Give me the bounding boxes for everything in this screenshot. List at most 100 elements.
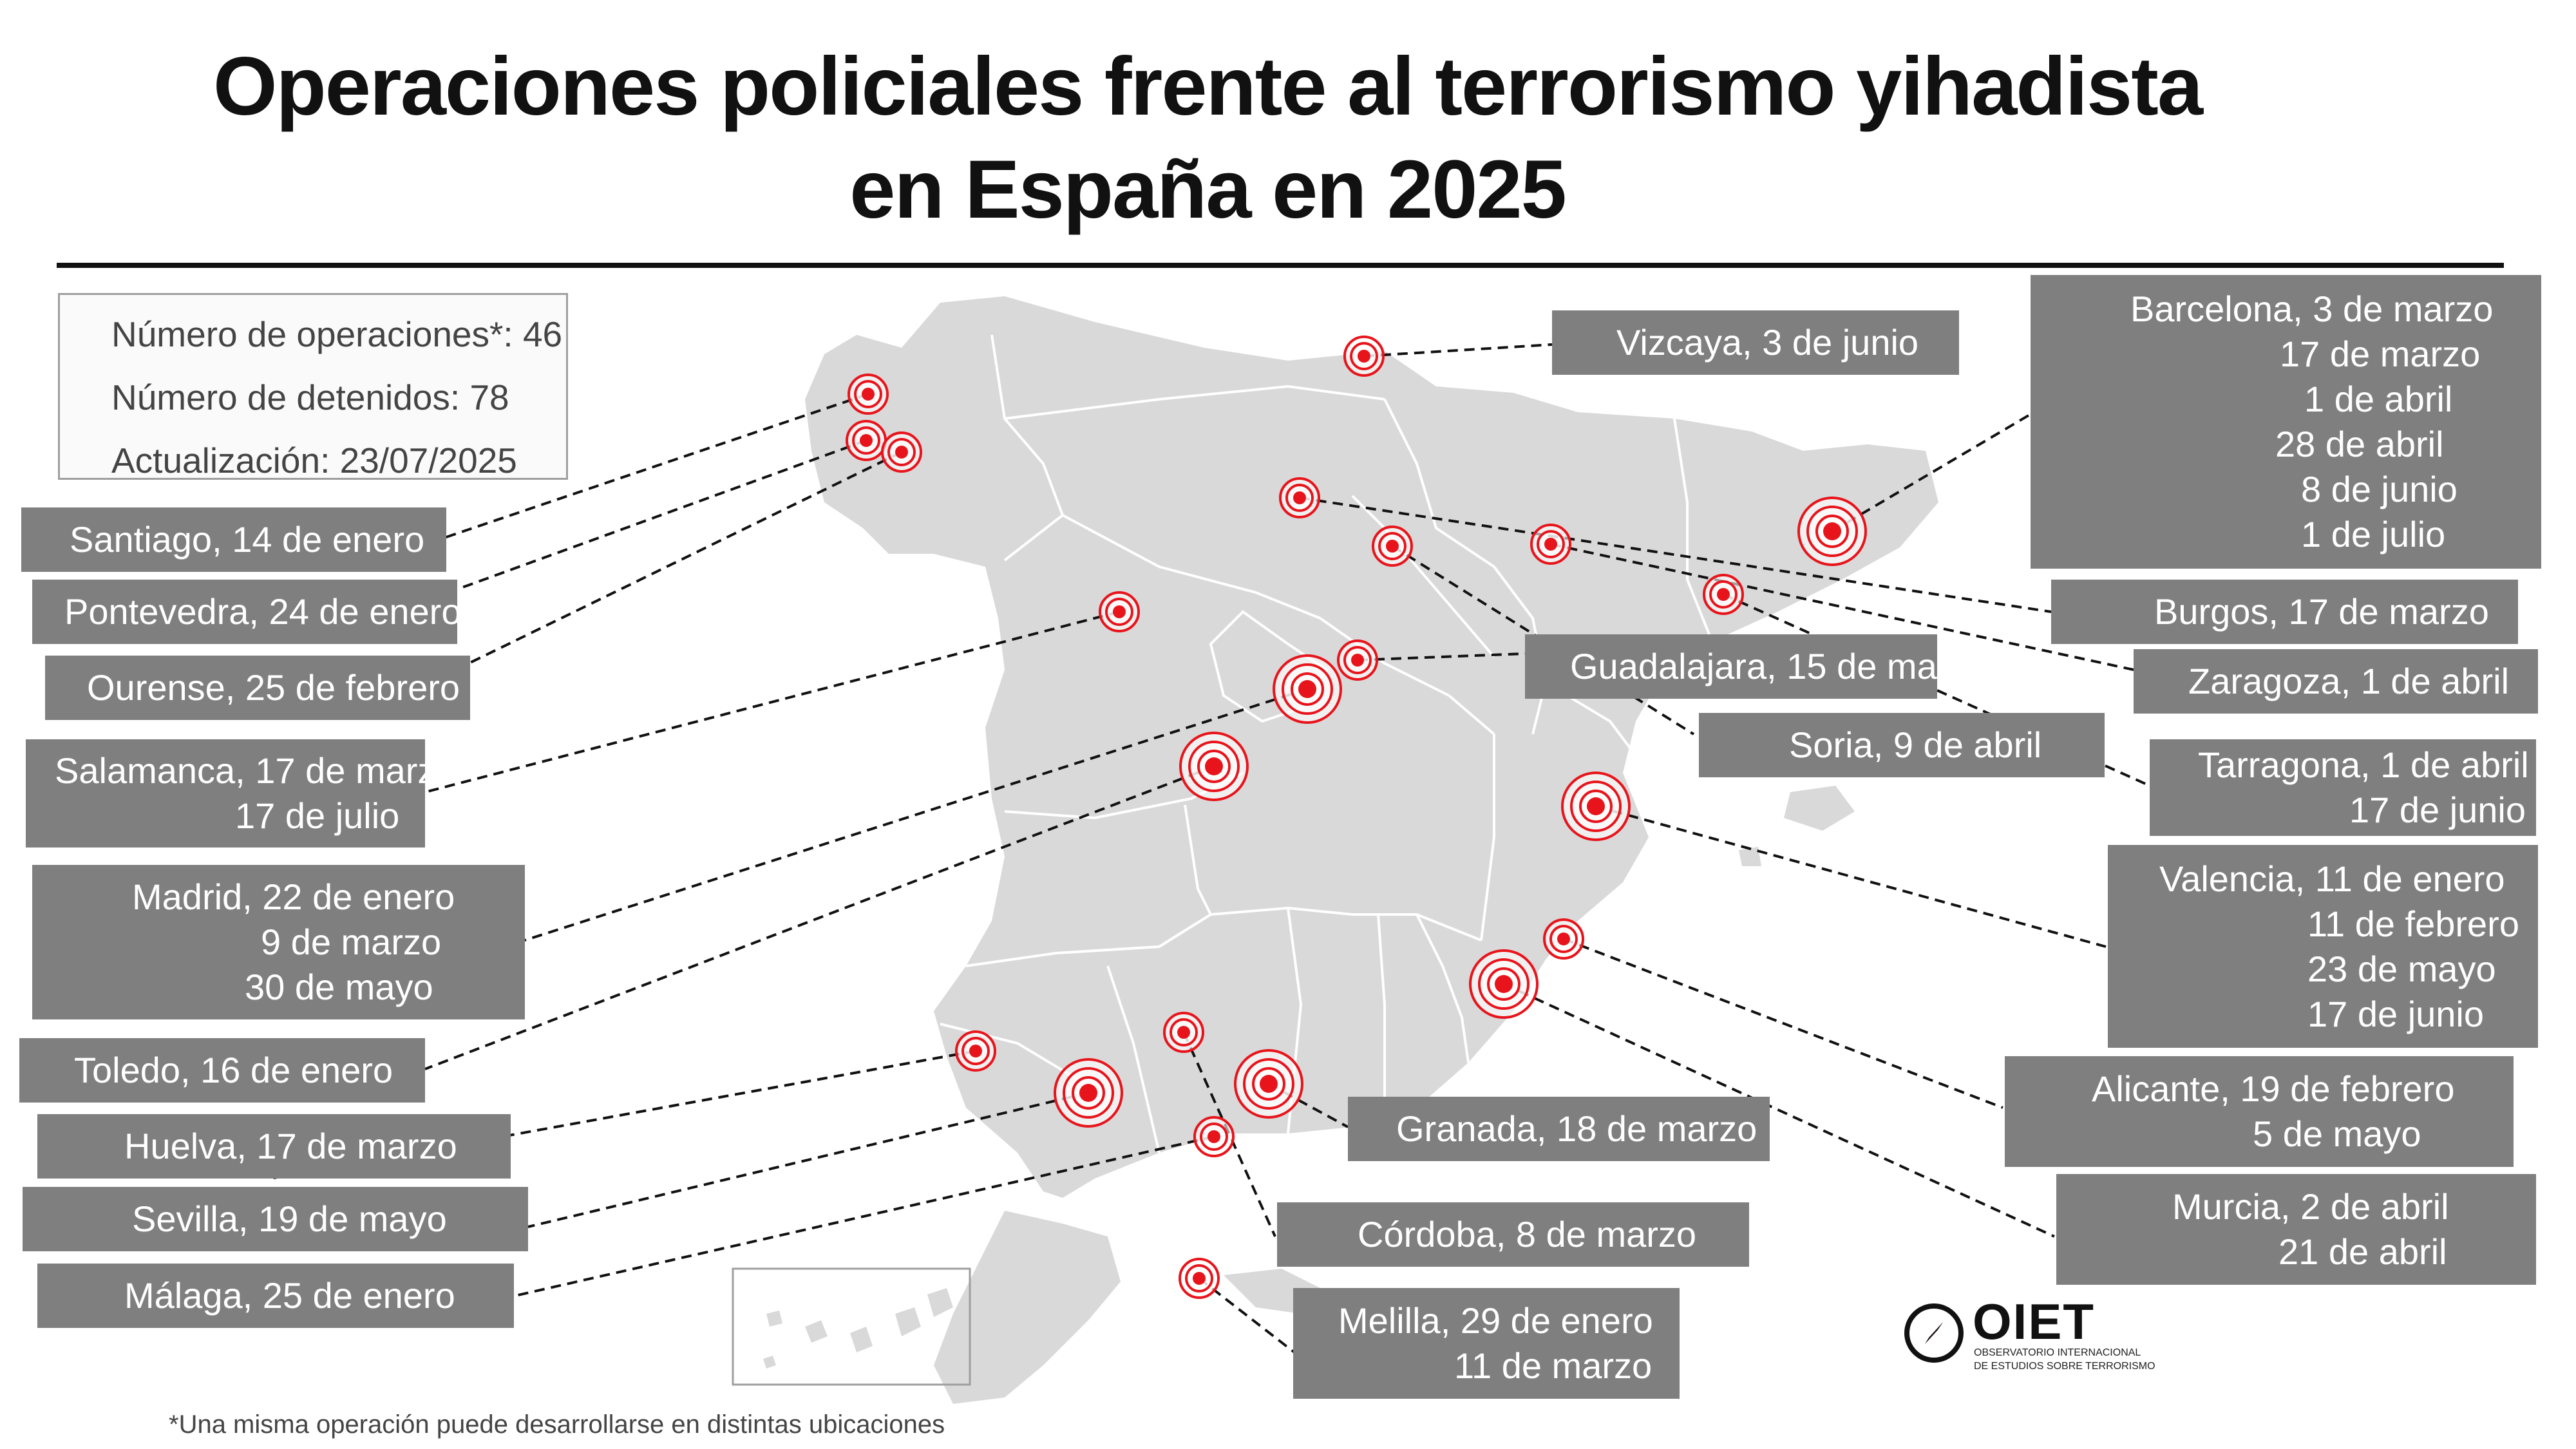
santiago-leader-line [444,393,869,539]
tarragona-label-line: Tarragona, 1 de abril [2198,744,2529,785]
sevilla-marker [1054,1058,1123,1128]
granada-label: Granada, 18 de marzo [1348,1097,1770,1161]
barcelona-leader-line [1831,414,2030,533]
madrid-label-line: 9 de marzo [261,922,442,962]
alicante-marker [1543,918,1584,960]
murcia-label: Murcia, 2 de abril 21 de abril [2056,1174,2536,1285]
sevilla-label-line: Sevilla, 19 de mayo [132,1198,447,1239]
melilla-label: Melilla, 29 de enero 11 de marzo [1293,1288,1680,1399]
burgos-label-line: Burgos, 17 de marzo [2154,591,2489,632]
guadalajara-label: Guadalajara, 15 de mayo [1525,634,1975,699]
valencia-leader-line [1595,805,2107,948]
footnote: *Una misma operación puede desarrollarse… [169,1410,945,1439]
huelva-label-line: Huelva, 17 de marzo [124,1126,457,1166]
operations-count: Número de operaciones*: 46 [111,314,563,354]
pontevedra-leader-line [457,439,867,591]
guadalajara-label-line: Guadalajara, 15 de mayo [1570,646,1975,687]
zaragoza-label-line: Zaragoza, 1 de abril [2188,661,2510,701]
malaga-label-line: Málaga, 25 de enero [124,1275,455,1316]
zaragoza-label: Zaragoza, 1 de abril [2134,649,2538,714]
melilla-label-line: 11 de marzo [1454,1345,1653,1386]
madrid-label: Madrid, 22 de enero 9 de marzo 30 de mayo [32,865,525,1019]
cordoba-label: Córdoba, 8 de marzo [1277,1202,1749,1267]
ourense-leader-line [468,451,902,665]
melilla-label-line: Melilla, 29 de enero [1338,1300,1653,1341]
huelva-marker [955,1030,996,1072]
alicante-label: Alicante, 19 de febrero 5 de mayo [2005,1056,2514,1167]
malaga-leader-line [515,1135,1215,1297]
soria-label: Soria, 9 de abril [1699,713,2105,777]
vizcaya-leader-line [1363,343,1553,357]
alicante-leader-line [1563,938,2003,1109]
tarragona-label-line: 17 de junio [2349,790,2526,830]
huelva-leader-line [270,1050,976,1180]
murcia-marker [1469,949,1539,1019]
valencia-label-line: Valencia, 11 de enero [2159,858,2505,899]
title-divider [57,263,2504,268]
valencia-marker [1561,772,1631,841]
oiet-logo: OIET OBSERVATORIO INTERNACIONAL DE ESTUD… [1903,1293,2161,1375]
guadalajara-marker [1337,639,1378,681]
sevilla-label: Sevilla, 19 de mayo [23,1187,528,1251]
valencia-label: Valencia, 11 de enero 11 de febrero 23 de … [2108,845,2538,1048]
cordoba-leader-line [1182,1032,1276,1237]
granada-label-line: Granada, 18 de marzo [1396,1108,1757,1149]
malaga-marker [1193,1116,1235,1157]
barcelona-label-line: Barcelona, 3 de marzo [2130,289,2494,329]
stats-box: Número de operaciones*: 46 Número de det… [58,293,568,480]
ourense-label: Ourense, 25 de febrero [45,656,470,720]
cordoba-marker [1163,1012,1204,1053]
page-title: Operaciones policiales frente al terrori… [0,35,2415,242]
logo-subtitle-2: DE ESTUDIOS SOBRE TERRORISMO [1974,1361,2155,1372]
soria-label-line: Soria, 9 de abril [1789,724,2042,765]
murcia-label-line: 21 de abril [2278,1231,2447,1272]
melilla-marker [1179,1258,1220,1299]
santiago-marker [848,374,889,415]
update-date: Actualización: 23/07/2025 [111,440,517,480]
pontevedra-label: Pontevedra, 24 de enero [32,580,462,644]
canary-islands-inset [732,1267,971,1386]
murcia-leader-line [1503,983,2055,1238]
toledo-marker [1179,732,1249,801]
pontevedra-label-line: Pontevedra, 24 de enero [64,591,462,632]
title-line-1: Operaciones policiales frente al terrori… [213,41,2203,133]
toledo-leader-line [424,765,1215,1070]
zaragoza-marker [1530,524,1571,565]
barcelona-label: Barcelona, 3 de marzo 17 de marzo 1 de abr… [2031,275,2541,569]
granada-marker [1234,1049,1303,1119]
soria-marker [1372,526,1413,567]
huelva-label: Huelva, 17 de marzo [37,1114,511,1179]
title-line-2: en España en 2025 [849,144,1567,236]
alicante-label-line: Alicante, 19 de febrero [2092,1068,2455,1109]
tarragona-marker [1703,574,1744,615]
salamanca-marker [1099,591,1140,632]
valencia-label-line: 11 de febrero [2307,903,2519,944]
leader-lines [270,343,2150,1354]
cordoba-label-line: Córdoba, 8 de marzo [1358,1214,1697,1255]
barcelona-label-line: 8 de junio [2301,469,2458,509]
pontevedra-marker [846,420,887,461]
burgos-label: Burgos, 17 de marzo [2051,580,2518,644]
madrid-label-line: Madrid, 22 de enero [132,876,455,917]
valencia-label-line: 23 de mayo [2307,948,2496,989]
valencia-label-line: 17 de junio [2307,993,2485,1034]
guadalajara-leader-line [1357,652,1526,661]
barcelona-label-line: 1 de julio [2301,514,2446,554]
barcelona-label-line: 28 de abril [2275,424,2444,464]
compass-icon [1904,1303,1964,1363]
toledo-label: Toledo, 16 de enero [19,1038,425,1103]
malaga-label: Málaga, 25 de enero [37,1264,514,1328]
sevilla-leader-line [527,1092,1089,1228]
santiago-label-line: Santiago, 14 de enero [70,519,425,560]
madrid-marker [1273,654,1342,724]
vizcaya-marker [1343,336,1385,377]
burgos-leader-line [1299,497,2052,613]
logo-name: OIET [1973,1293,2096,1350]
barcelona-label-line: 17 de marzo [2280,334,2481,374]
tarragona-label: Tarragona, 1 de abril 17 de junio [2150,739,2536,836]
salamanca-leader-line [424,611,1120,793]
logo-subtitle-1: OBSERVATORIO INTERNACIONAL [1974,1347,2141,1358]
toledo-label-line: Toledo, 16 de enero [74,1050,393,1090]
murcia-label-line: Murcia, 2 de abril [2172,1186,2449,1227]
